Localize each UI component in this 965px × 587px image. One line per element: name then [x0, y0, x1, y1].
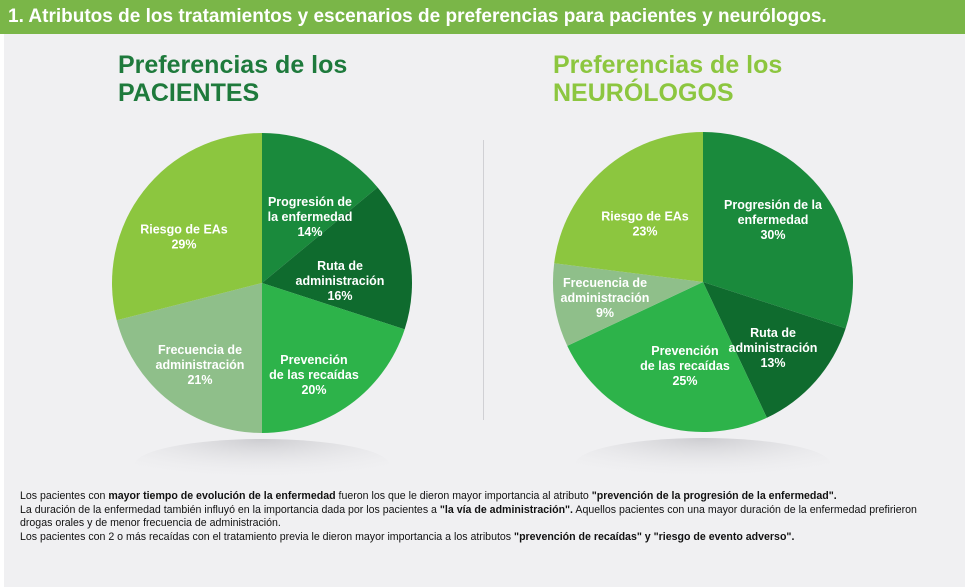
neurologos-pie-shadow	[575, 438, 831, 490]
pacientes-slice-name-0: la enfermedad	[268, 210, 353, 224]
pacientes-title-line1: Preferencias de los	[118, 51, 348, 79]
neurologos-slice-name-3: administración	[561, 291, 650, 305]
neurologos-slice-value-4: 23%	[632, 225, 657, 239]
note-paragraph-3: Los pacientes con 2 o más recaídas con e…	[20, 530, 795, 543]
neurologos-slice-value-3: 9%	[596, 306, 614, 320]
neurologos-chart-title: Preferencias de los NEURÓLOGOS	[553, 51, 783, 107]
neurologos-slice-3	[553, 263, 703, 346]
pacientes-slice-name-0: Progresión de	[268, 195, 352, 209]
pacientes-slice-0	[262, 133, 378, 283]
neurologos-slice-value-1: 13%	[760, 356, 785, 370]
note-paragraph-2: La duración de la enfermedad también inf…	[20, 503, 917, 530]
pacientes-slice-3	[116, 283, 262, 434]
pacientes-slice-value-2: 20%	[301, 383, 326, 397]
neurologos-slice-name-0: Progresión de la	[724, 198, 823, 212]
neurologos-slice-name-0: enfermedad	[738, 213, 809, 227]
neurologos-slice-4	[554, 132, 703, 282]
pacientes-slice-2	[262, 283, 405, 433]
header-banner: 1. Atributos de los tratamientos y escen…	[0, 0, 965, 34]
neurologos-slice-name-2: de las recaídas	[640, 359, 730, 373]
neurologos-slice-value-2: 25%	[672, 374, 697, 388]
header-title: 1. Atributos de los tratamientos y escen…	[8, 6, 827, 27]
neurologos-slice-label-2: Prevención de las recaídas 25%	[640, 344, 730, 388]
pacientes-chart-title: Preferencias de los PACIENTES	[118, 51, 348, 107]
neurologos-slice-name-1: Ruta de	[750, 326, 796, 340]
notes-text: Los pacientes con mayor tiempo de evoluc…	[20, 490, 950, 544]
pacientes-slice-name-4: Riesgo de EAs	[140, 223, 228, 237]
neurologos-slice-0	[703, 132, 853, 329]
neurologos-slice-label-3: Frecuencia de administración 9%	[561, 276, 650, 320]
neurologos-slice-label-4: Riesgo de EAs 23%	[601, 210, 689, 239]
pacientes-slice-name-2: Prevención	[280, 353, 347, 367]
note-paragraph-1: Los pacientes con mayor tiempo de evoluc…	[20, 490, 837, 502]
pacientes-title-line2: PACIENTES	[118, 78, 260, 107]
neurologos-slice-label-0: Progresión de la enfermedad 30%	[724, 198, 823, 242]
pacientes-slice-value-3: 21%	[187, 373, 212, 387]
pacientes-slice-name-3: Frecuencia de	[158, 343, 242, 357]
pacientes-slice-value-4: 29%	[171, 238, 196, 252]
pacientes-slice-1	[262, 187, 412, 330]
pacientes-slice-value-0: 14%	[297, 225, 322, 239]
neurologos-slice-name-4: Riesgo de EAs	[601, 210, 689, 224]
pacientes-slice-name-1: Ruta de	[317, 259, 363, 273]
neurologos-slice-label-1: Ruta de administración 13%	[729, 326, 818, 370]
pacientes-slice-name-3: administración	[156, 358, 245, 372]
pacientes-slice-label-1: Ruta de administración 16%	[296, 259, 385, 303]
pacientes-slice-name-1: administración	[296, 274, 385, 288]
neurologos-slice-name-3: Frecuencia de	[563, 276, 647, 290]
pacientes-slice-label-3: Frecuencia de administración 21%	[156, 343, 245, 387]
pacientes-slice-name-2: de las recaídas	[269, 368, 359, 382]
neurologos-slice-name-1: administración	[729, 341, 818, 355]
neurologos-slice-2	[567, 282, 767, 432]
pacientes-slice-label-0: Progresión de la enfermedad 14%	[268, 195, 353, 239]
pacientes-slice-value-1: 16%	[327, 289, 352, 303]
neurologos-title-line2: NEURÓLOGOS	[553, 78, 734, 107]
pacientes-pie-shadow	[134, 439, 390, 491]
neurologos-slice-value-0: 30%	[760, 228, 785, 242]
chart-divider	[483, 140, 484, 420]
pacientes-slice-label-2: Prevención de las recaídas 20%	[269, 353, 359, 397]
neurologos-title-line1: Preferencias de los	[553, 51, 783, 79]
pacientes-slice-label-4: Riesgo de EAs 29%	[140, 223, 228, 252]
neurologos-slice-name-2: Prevención	[651, 344, 718, 358]
neurologos-slice-1	[703, 282, 846, 418]
pacientes-slice-4	[111, 133, 262, 321]
